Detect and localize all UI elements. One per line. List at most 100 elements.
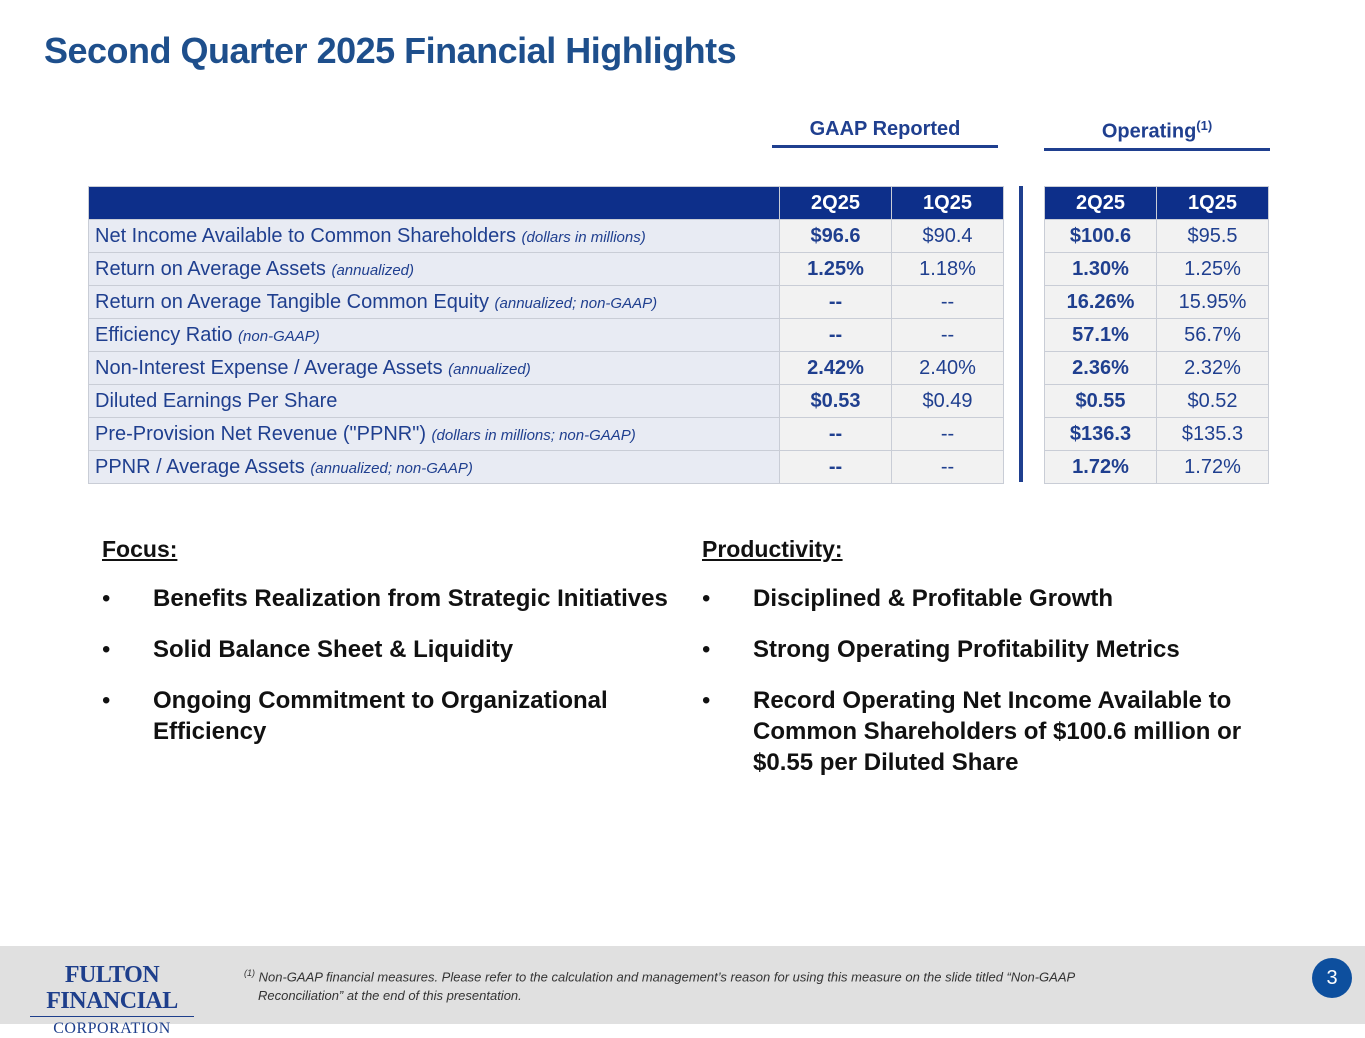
metric-label: Diluted Earnings Per Share [88, 384, 780, 418]
op-2q25-value: 57.1% [1044, 318, 1157, 352]
table-row: 1.30% 1.25% [1044, 252, 1269, 286]
gaap-1q25-value: $0.49 [891, 384, 1004, 418]
logo-bottom-text: CORPORATION [53, 1020, 171, 1037]
table-row: Efficiency Ratio (non-GAAP) -- -- [88, 318, 1004, 352]
productivity-item: • Strong Operating Profitability Metrics [702, 636, 1180, 663]
gaap-1q25-value: 2.40% [891, 351, 1004, 385]
productivity-section: Productivity: • Disciplined & Profitable … [702, 536, 1292, 798]
productivity-heading: Productivity: [702, 536, 843, 562]
footnote-marker: (1) [244, 968, 255, 978]
focus-item: • Benefits Realization from Strategic Ini… [102, 585, 668, 612]
metric-label: PPNR / Average Assets (annualized; non-G… [88, 450, 780, 484]
op-1q25-value: 1.25% [1156, 252, 1269, 286]
table-row: Pre-Provision Net Revenue ("PPNR") (doll… [88, 417, 1004, 451]
op-1q25-value: $95.5 [1156, 219, 1269, 253]
gaap-2q25-value: -- [779, 450, 892, 484]
gaap-2q25-value: $0.53 [779, 384, 892, 418]
gaap-2q25-value: -- [779, 417, 892, 451]
gaap-1q25-value: -- [891, 450, 1004, 484]
gaap-1q25-value: -- [891, 285, 1004, 319]
table-row: Diluted Earnings Per Share $0.53 $0.49 [88, 384, 1004, 418]
metric-note: (dollars in millions; non-GAAP) [431, 426, 636, 444]
gaap-reported-label: GAAP Reported [809, 118, 961, 140]
table-row: PPNR / Average Assets (annualized; non-G… [88, 450, 1004, 484]
metric-label: Net Income Available to Common Sharehold… [88, 219, 780, 253]
table-row: 2.36% 2.32% [1044, 351, 1269, 385]
op-2q25-value: $136.3 [1044, 417, 1157, 451]
gaap-col-2q25: 2Q25 [779, 186, 892, 220]
table-row: Return on Average Assets (annualized) 1.2… [88, 252, 1004, 286]
logo-top-text: FULTON FINANCIAL [30, 962, 194, 1017]
metric-note: (annualized; non-GAAP) [310, 459, 473, 477]
page-title: Second Quarter 2025 Financial Highlights [44, 30, 737, 71]
footnote-line-1: Non-GAAP financial measures. Please refe… [258, 969, 1076, 985]
productivity-item: • Disciplined & Profitable Growth [702, 585, 1114, 612]
operating-table: 2Q25 1Q25 $100.6 $95.5 1.30% 1.25% 16.26% 15.… [1044, 186, 1269, 484]
focus-item: • Solid Balance Sheet & Liquidity [102, 636, 514, 663]
table-row: $136.3 $135.3 [1044, 417, 1269, 451]
footnote-line-2: Reconciliation” at the end of this prese… [258, 988, 522, 1004]
gaap-2q25-value: -- [779, 285, 892, 319]
table-row: 16.26% 15.95% [1044, 285, 1269, 319]
op-2q25-value: $100.6 [1044, 219, 1157, 253]
footnote: (1) Non-GAAP financial measures. Please … [244, 964, 1204, 1005]
metric-header-cell [88, 186, 780, 220]
footer: FULTON FINANCIAL CORPORATION (1) Non-GAA… [0, 946, 1365, 1037]
focus-heading: Focus: [102, 536, 178, 562]
gaap-1q25-value: -- [891, 318, 1004, 352]
table-divider [1019, 186, 1023, 482]
bullet-icon: • [102, 687, 111, 714]
op-2q25-value: 1.72% [1044, 450, 1157, 484]
operating-header: Operating(1) [1044, 118, 1270, 151]
table-row: 57.1% 56.7% [1044, 318, 1269, 352]
table-row: $0.55 $0.52 [1044, 384, 1269, 418]
gaap-col-1q25: 1Q25 [891, 186, 1004, 220]
op-2q25-value: 16.26% [1044, 285, 1157, 319]
gaap-2q25-value: 2.42% [779, 351, 892, 385]
gaap-1q25-value: 1.18% [891, 252, 1004, 286]
metric-label: Pre-Provision Net Revenue ("PPNR") (doll… [88, 417, 780, 451]
operating-label: Operating [1101, 120, 1197, 143]
metric-note: (annualized) [448, 360, 531, 378]
op-1q25-value: 56.7% [1156, 318, 1269, 352]
gaap-table: 2Q25 1Q25 Net Income Available to Common… [88, 186, 1004, 484]
focus-section: Focus: • Benefits Realization from Strate… [102, 536, 682, 767]
gaap-1q25-value: $90.4 [891, 219, 1004, 253]
bullet-icon: • [702, 687, 711, 714]
op-col-2q25: 2Q25 [1044, 186, 1157, 220]
op-2q25-value: $0.55 [1044, 384, 1157, 418]
gaap-2q25-value: 1.25% [779, 252, 892, 286]
page-number: 3 [1312, 958, 1352, 998]
op-1q25-value: 15.95% [1156, 285, 1269, 319]
operating-footnote-marker: (1) [1196, 118, 1213, 133]
productivity-item: • Record Operating Net Income Available t… [702, 687, 1242, 776]
metric-note: (dollars in millions) [521, 228, 646, 246]
table-row: Non-Interest Expense / Average Assets (a… [88, 351, 1004, 385]
metric-label: Non-Interest Expense / Average Assets (a… [88, 351, 780, 385]
metric-note: (non-GAAP) [238, 327, 320, 345]
metric-label: Efficiency Ratio (non-GAAP) [88, 318, 780, 352]
metric-label: Return on Average Tangible Common Equity… [88, 285, 780, 319]
gaap-reported-header: GAAP Reported [772, 118, 998, 148]
bullet-icon: • [702, 636, 711, 663]
table-row: Net Income Available to Common Sharehold… [88, 219, 1004, 253]
bullet-icon: • [102, 636, 111, 663]
op-col-1q25: 1Q25 [1156, 186, 1269, 220]
op-1q25-value: 1.72% [1156, 450, 1269, 484]
company-logo: FULTON FINANCIAL CORPORATION [30, 962, 194, 1038]
op-2q25-value: 2.36% [1044, 351, 1157, 385]
metric-note: (annualized; non-GAAP) [494, 294, 658, 312]
op-1q25-value: $0.52 [1156, 384, 1269, 418]
metric-label: Return on Average Assets (annualized) [88, 252, 780, 286]
gaap-1q25-value: -- [891, 417, 1004, 451]
bullet-icon: • [102, 585, 111, 612]
op-2q25-value: 1.30% [1044, 252, 1157, 286]
gaap-2q25-value: $96.6 [779, 219, 892, 253]
table-row: Return on Average Tangible Common Equity… [88, 285, 1004, 319]
op-1q25-value: 2.32% [1156, 351, 1269, 385]
bullet-icon: • [702, 585, 711, 612]
metric-note: (annualized) [331, 261, 415, 279]
table-row: $100.6 $95.5 [1044, 219, 1269, 253]
gaap-2q25-value: -- [779, 318, 892, 352]
table-row: 1.72% 1.72% [1044, 450, 1269, 484]
